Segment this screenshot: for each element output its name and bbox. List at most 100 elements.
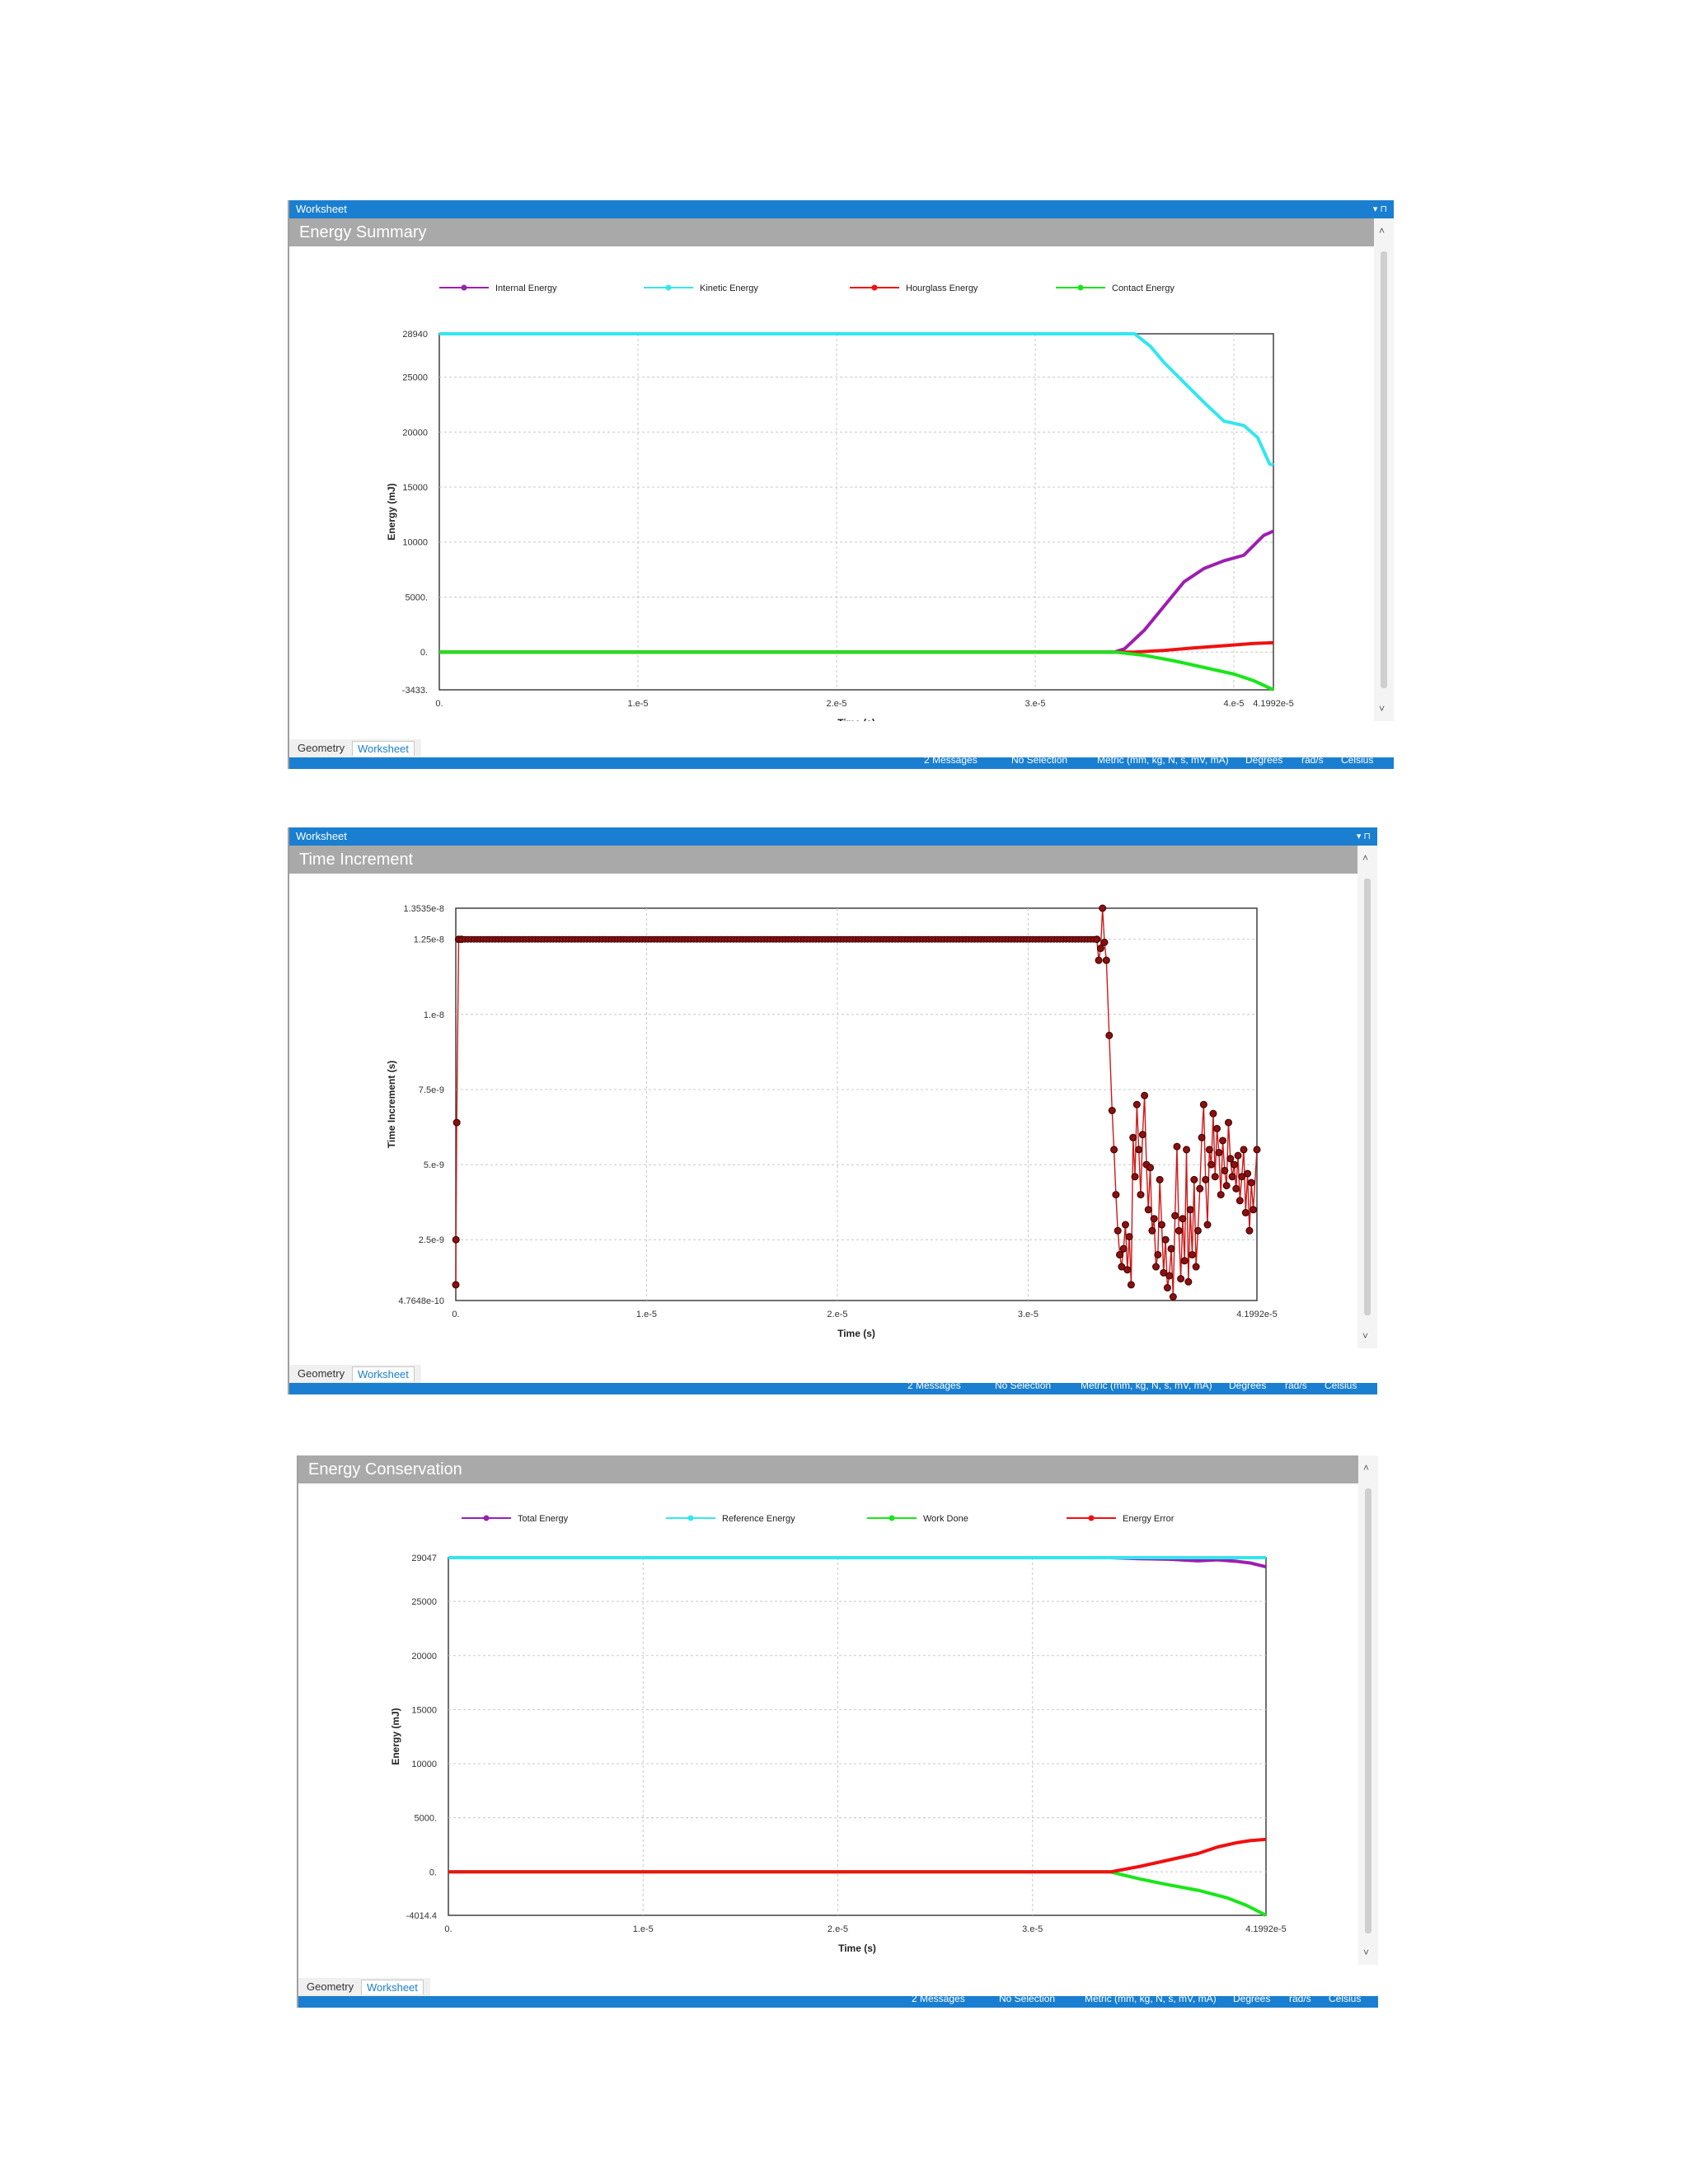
energy-summary-chart: 0. 1.e-5 2.e-5 3.e-5 4.e-5 4.1992e-5 -3433. 0. 5…	[386, 284, 1294, 721]
data-point	[1213, 1124, 1221, 1132]
data-point	[1127, 1281, 1135, 1289]
status-angle-units[interactable]: Degrees	[1245, 757, 1283, 766]
status-units[interactable]: Metric (mm, kg, N, s, mV, mA)	[1085, 1996, 1217, 2004]
legend-label: Total Energy	[518, 1514, 569, 1524]
scroll-down-icon[interactable]: ˅	[1363, 1947, 1370, 1958]
series-series	[452, 904, 1261, 1301]
worksheet-header: Worksheet ▾ ⊓	[289, 200, 1394, 218]
status-bar: 2 Messages No Selection Metric (mm, kg, …	[289, 757, 1394, 769]
vertical-scrollbar[interactable]: ˄ ˅	[1374, 218, 1394, 721]
series-line	[439, 332, 1274, 467]
data-point	[1157, 1221, 1165, 1229]
x-axis-label: Time (s)	[838, 1943, 876, 1954]
status-rate-units[interactable]: rad/s	[1289, 1996, 1311, 2004]
y-tick-label: 1.3535e-8	[403, 904, 444, 914]
view-tabs: Geometry Worksheet	[289, 1365, 421, 1383]
status-bar: 2 Messages No Selection Metric (mm, kg, …	[289, 1383, 1377, 1394]
pin-icon[interactable]: ▾ ⊓	[1372, 204, 1387, 214]
scroll-thumb[interactable]	[1381, 251, 1387, 688]
data-point	[1244, 1169, 1252, 1178]
y-tick-label: 25000	[402, 373, 428, 383]
vertical-scrollbar[interactable]: ˄ ˅	[1358, 1455, 1378, 1965]
data-point	[1173, 1142, 1181, 1151]
status-messages[interactable]: 2 Messages	[924, 757, 978, 766]
plot-area	[438, 333, 1274, 691]
data-point	[1114, 1226, 1122, 1235]
data-point	[1217, 1191, 1225, 1199]
legend: Total Energy Reference Energy Work Done Ene…	[462, 1514, 1175, 1524]
legend-marker	[889, 1515, 895, 1521]
x-tick-label: 0.	[452, 1310, 459, 1319]
scroll-down-icon[interactable]: ˅	[1379, 703, 1386, 715]
data-point	[1188, 1250, 1196, 1258]
vertical-scrollbar[interactable]: ˄ ˅	[1357, 846, 1377, 1348]
data-point	[1171, 1212, 1179, 1220]
tab-worksheet[interactable]: Worksheet	[352, 741, 415, 756]
status-rate-units[interactable]: rad/s	[1285, 1383, 1307, 1391]
y-tick-label: 0.	[429, 1868, 437, 1877]
legend-label: Internal Energy	[495, 284, 557, 293]
tab-worksheet[interactable]: Worksheet	[352, 1366, 415, 1381]
series-line	[448, 1837, 1267, 1874]
energy-conservation-chart: 0. 1.e-5 2.e-5 3.e-5 4.1992e-5 -4014.4 0. 5000.…	[390, 1514, 1287, 1954]
y-tick-label: 2.5e-9	[419, 1235, 444, 1245]
scroll-up-icon[interactable]: ˄	[1362, 852, 1369, 864]
status-rate-units[interactable]: rad/s	[1301, 757, 1324, 766]
data-point	[1209, 1109, 1217, 1118]
data-point	[1205, 1146, 1213, 1154]
data-point	[1241, 1208, 1250, 1216]
tab-geometry[interactable]: Geometry	[298, 1367, 345, 1380]
status-angle-units[interactable]: Degrees	[1233, 1996, 1271, 2004]
y-tick-label: 7.5e-9	[419, 1085, 444, 1095]
status-units[interactable]: Metric (mm, kg, N, s, mV, mA)	[1081, 1383, 1212, 1391]
data-point	[1222, 1182, 1231, 1190]
data-point	[1131, 1173, 1139, 1181]
status-selection: No Selection	[999, 1996, 1056, 2004]
data-point	[1253, 1146, 1261, 1154]
energy-summary-panel: Worksheet ▾ ⊓ Energy Summary ˄ ˅ 0. 1.e-5 2…	[288, 200, 1394, 769]
data-point	[1105, 1031, 1114, 1039]
legend-item-total-energy: Total Energy	[462, 1514, 569, 1524]
tab-geometry[interactable]: Geometry	[307, 1980, 354, 1993]
legend: Internal Energy Kinetic Energy Hourglass E…	[439, 284, 1175, 293]
series-internal-energy	[439, 529, 1274, 654]
legend-marker	[687, 1515, 694, 1521]
tab-worksheet[interactable]: Worksheet	[361, 1980, 424, 1994]
status-temperature-units[interactable]: Celsius	[1325, 1383, 1357, 1391]
scroll-thumb[interactable]	[1364, 879, 1371, 1315]
scroll-up-icon[interactable]: ˄	[1363, 1462, 1370, 1474]
data-point	[1119, 1244, 1128, 1253]
status-temperature-units[interactable]: Celsius	[1341, 757, 1374, 766]
time-increment-chart: 0. 1.e-5 2.e-5 3.e-5 4.1992e-5 4.7648e-10 2.5e…	[386, 904, 1278, 1339]
data-point	[1193, 1226, 1202, 1235]
scroll-up-icon[interactable]: ˄	[1379, 225, 1386, 237]
x-tick-label: 2.e-5	[828, 1924, 848, 1934]
data-point	[1100, 938, 1109, 946]
status-messages[interactable]: 2 Messages	[912, 1996, 965, 2004]
data-point	[1102, 956, 1110, 964]
x-tick-label: 1.e-5	[627, 699, 648, 709]
y-axis-label: Energy (mJ)	[390, 1708, 401, 1765]
scroll-thumb[interactable]	[1365, 1488, 1372, 1933]
data-point	[1137, 1191, 1145, 1199]
data-point	[1169, 1292, 1177, 1301]
y-tick-label: 28940	[402, 330, 428, 340]
scroll-down-icon[interactable]: ˅	[1362, 1330, 1369, 1342]
y-tick-label: 29047	[411, 1554, 437, 1563]
tab-geometry[interactable]: Geometry	[298, 742, 345, 754]
status-messages[interactable]: 2 Messages	[907, 1383, 961, 1391]
data-point	[1154, 1250, 1162, 1258]
grid-lines	[448, 1558, 1266, 1915]
data-point	[1180, 1257, 1189, 1265]
data-point	[1186, 1206, 1194, 1214]
status-angle-units[interactable]: Degrees	[1229, 1383, 1267, 1391]
pin-icon[interactable]: ▾ ⊓	[1356, 832, 1371, 841]
data-point	[1184, 1277, 1193, 1286]
data-point	[1183, 1146, 1191, 1154]
status-units[interactable]: Metric (mm, kg, N, s, mV, mA)	[1097, 757, 1229, 766]
data-point	[1096, 944, 1104, 953]
y-tick-label: 5000.	[405, 593, 428, 602]
legend-label: Hourglass Energy	[906, 284, 978, 293]
legend-label: Work Done	[923, 1514, 968, 1524]
status-temperature-units[interactable]: Celsius	[1329, 1996, 1362, 2004]
